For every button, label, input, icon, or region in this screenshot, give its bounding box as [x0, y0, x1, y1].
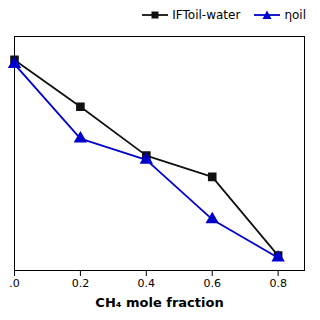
svg-text:CH₄ mole fraction: CH₄ mole fraction	[95, 295, 223, 310]
svg-text:0.6: 0.6	[203, 277, 221, 290]
svg-text:0.2: 0.2	[72, 277, 90, 290]
svg-text:0.8: 0.8	[269, 277, 287, 290]
svg-text:.0: .0	[9, 277, 20, 290]
html-text:ηoil: ηoil	[284, 8, 306, 22]
svg-text:0.4: 0.4	[138, 277, 156, 290]
html-text:IFToil-water: IFToil-water	[172, 8, 241, 22]
